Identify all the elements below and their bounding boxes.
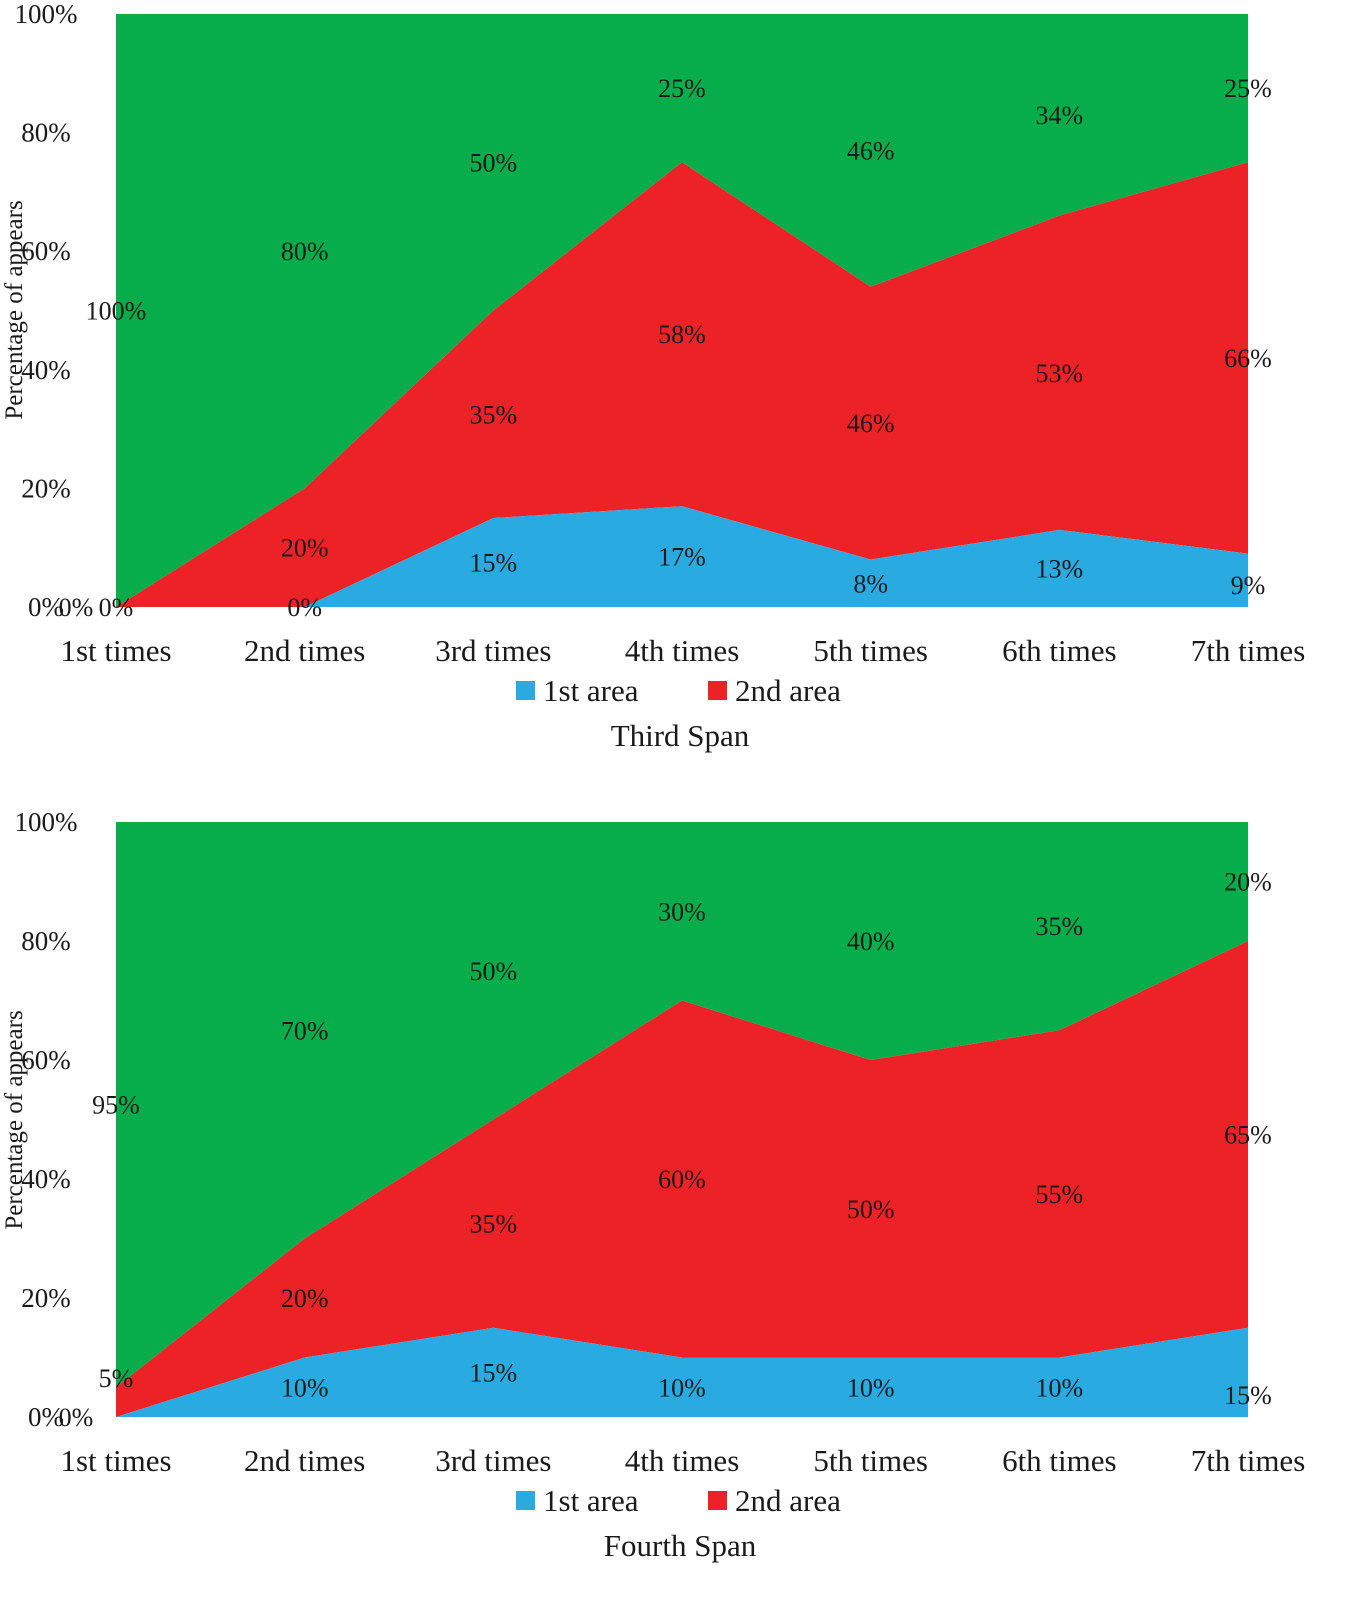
legend-swatch — [708, 1491, 727, 1510]
chart-title: Fourth Span — [604, 1528, 757, 1563]
y-tick-label: 100% — [15, 807, 78, 837]
legend-swatch — [516, 1491, 535, 1510]
data-label: 0% — [59, 593, 94, 622]
chart-panel-2: 0% 20% 40% 60% 80% 100% Percentage of appears 1… — [1, 807, 1305, 1563]
y-tick-label: 40% — [21, 355, 71, 385]
area-1st-area — [116, 1327, 1248, 1417]
y-tick-label: 0% — [28, 1402, 64, 1432]
data-label: 9% — [1231, 571, 1266, 600]
y-tick-label: 0% — [28, 592, 64, 622]
data-label: 5% — [99, 1364, 134, 1393]
x-tick-label: 7th times — [1191, 1443, 1306, 1478]
area-3rd-area — [116, 822, 1248, 1388]
chart-title: Third Span — [611, 718, 750, 753]
x-tick-label: 2nd times — [244, 1443, 365, 1478]
data-label: 20% — [281, 534, 329, 563]
data-label: 17% — [658, 543, 706, 572]
data-label: 34% — [1035, 101, 1083, 130]
y-tick-label: 20% — [21, 1283, 71, 1313]
data-label: 80% — [281, 237, 329, 266]
chart-panel-1: 0% 20% 40% 60% 80% 100% Percentage of appears 1… — [1, 0, 1305, 753]
data-label: 20% — [281, 1284, 329, 1313]
y-tick-label: 40% — [21, 1164, 71, 1194]
legend-label: 2nd area — [735, 1483, 841, 1518]
x-tick-label: 6th times — [1002, 1443, 1117, 1478]
data-label: 60% — [658, 1165, 706, 1194]
data-label: 46% — [847, 409, 895, 438]
legend-swatch — [708, 681, 727, 700]
data-label: 10% — [847, 1373, 895, 1402]
data-label: 50% — [469, 148, 517, 177]
y-tick-label: 80% — [21, 118, 71, 148]
y-axis-label: Percentage of appears — [1, 200, 28, 419]
data-label: 30% — [658, 897, 706, 926]
data-label: 53% — [1035, 359, 1083, 388]
data-label: 46% — [847, 136, 895, 165]
x-tick-label: 5th times — [813, 1443, 928, 1478]
legend-label: 1st area — [543, 673, 639, 708]
data-label: 10% — [281, 1373, 329, 1402]
x-tick-label: 1st times — [60, 1443, 171, 1478]
data-label: 100% — [86, 297, 147, 326]
data-label: 20% — [1224, 868, 1272, 897]
x-tick-label: 4th times — [625, 1443, 740, 1478]
data-label: 35% — [1035, 912, 1083, 941]
data-label: 15% — [1224, 1381, 1272, 1410]
data-label: 58% — [658, 320, 706, 349]
data-label: 8% — [853, 569, 888, 598]
x-tick-label: 6th times — [1002, 633, 1117, 668]
legend-swatch — [516, 681, 535, 700]
data-label: 40% — [847, 927, 895, 956]
x-tick-label: 5th times — [813, 633, 928, 668]
x-tick-label: 1st times — [60, 633, 171, 668]
data-label: 25% — [1224, 74, 1272, 103]
data-label: 13% — [1035, 554, 1083, 583]
data-label: 66% — [1224, 344, 1272, 373]
data-label: 0% — [59, 1403, 94, 1432]
data-label: 0% — [287, 593, 322, 622]
legend-label: 2nd area — [735, 673, 841, 708]
y-tick-label: 60% — [21, 236, 71, 266]
data-label: 35% — [469, 1210, 517, 1239]
y-tick-label: 20% — [21, 473, 71, 503]
data-label: 10% — [1035, 1373, 1083, 1402]
data-label: 50% — [469, 957, 517, 986]
y-tick-label: 80% — [21, 926, 71, 956]
data-label: 70% — [281, 1016, 329, 1045]
data-label: 25% — [658, 74, 706, 103]
area-1st-area — [116, 506, 1248, 607]
data-label: 65% — [1224, 1120, 1272, 1149]
y-tick-label: 100% — [15, 0, 78, 29]
data-label: 15% — [469, 1358, 517, 1387]
area-2nd-area — [116, 941, 1248, 1417]
x-tick-label: 3rd times — [435, 1443, 551, 1478]
x-tick-label: 7th times — [1191, 633, 1306, 668]
area-2nd-area — [116, 162, 1248, 607]
data-label: 0% — [99, 593, 134, 622]
x-tick-label: 4th times — [625, 633, 740, 668]
data-label: 95% — [92, 1091, 140, 1120]
y-axis-label: Percentage of appears — [1, 1010, 28, 1229]
x-tick-label: 2nd times — [244, 633, 365, 668]
y-tick-label: 60% — [21, 1045, 71, 1075]
x-tick-label: 3rd times — [435, 633, 551, 668]
legend-label: 1st area — [543, 1483, 639, 1518]
area-3rd-area — [116, 14, 1248, 607]
data-label: 35% — [469, 400, 517, 429]
data-label: 50% — [847, 1195, 895, 1224]
data-label: 55% — [1035, 1180, 1083, 1209]
data-label: 15% — [469, 549, 517, 578]
data-label: 10% — [658, 1373, 706, 1402]
